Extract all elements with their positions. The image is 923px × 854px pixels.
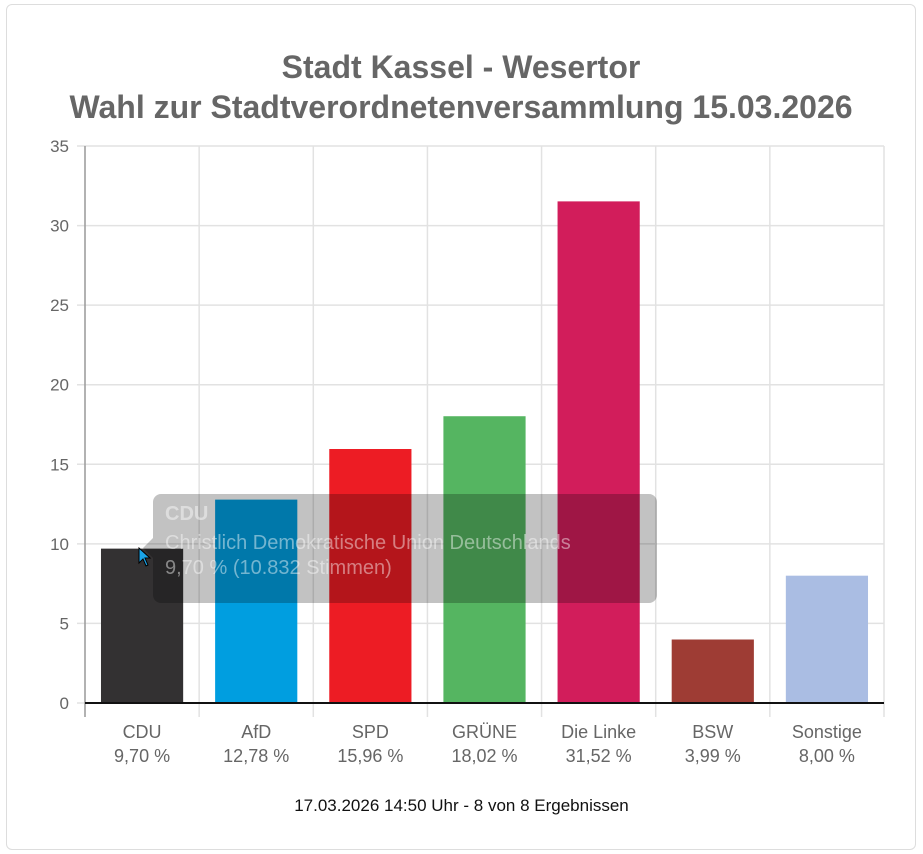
y-tick-label: 25 xyxy=(50,296,69,315)
bar-value-label: 8,00 % xyxy=(799,746,855,766)
bar-spd xyxy=(329,449,412,703)
y-tick-label: 30 xyxy=(50,217,69,236)
x-tick-label: Die Linke xyxy=(561,722,636,742)
y-tick-label: 10 xyxy=(50,535,69,554)
bar-value-label: 15,96 % xyxy=(337,746,403,766)
y-tick-label: 0 xyxy=(60,694,69,713)
tooltip-title: CDU xyxy=(165,503,209,525)
chart-container xyxy=(6,4,916,850)
bar-bsw xyxy=(671,639,754,703)
y-tick-label: 15 xyxy=(50,455,69,474)
results-status: 17.03.2026 14:50 Uhr - 8 von 8 Ergebniss… xyxy=(294,796,629,815)
chart-tooltip: CDU Christlich Demokratische Union Deuts… xyxy=(143,494,657,603)
x-tick-label: SPD xyxy=(352,722,389,742)
x-tick-label: CDU xyxy=(123,722,162,742)
tooltip-caret xyxy=(143,538,153,558)
bar-grüne xyxy=(443,416,526,703)
x-tick-label: BSW xyxy=(692,722,733,742)
chart-title-line: Stadt Kassel - Wesertor xyxy=(282,49,641,85)
bar-value-label: 12,78 % xyxy=(223,746,289,766)
x-tick-label: Sonstige xyxy=(792,722,862,742)
y-tick-label: 35 xyxy=(50,137,69,156)
bar-value-label: 31,52 % xyxy=(566,746,632,766)
tooltip-party-name: Christlich Demokratische Union Deutschla… xyxy=(165,532,571,554)
x-tick-label: GRÜNE xyxy=(452,722,517,742)
bar-value-label: 18,02 % xyxy=(451,746,517,766)
bar-value-label: 3,99 % xyxy=(685,746,741,766)
bar-die-linke xyxy=(557,201,640,703)
bar-sonstige xyxy=(785,575,869,703)
y-tick-label: 5 xyxy=(60,614,69,633)
chart-title-line: Wahl zur Stadtverordnetenversammlung 15.… xyxy=(69,89,852,125)
bar-value-label: 9,70 % xyxy=(114,746,170,766)
tooltip-value: 9,70 % (10.832 Stimmen) xyxy=(165,557,392,579)
bar-cdu xyxy=(100,548,184,703)
x-tick-label: AfD xyxy=(241,722,271,742)
mouse-cursor-icon xyxy=(138,547,152,567)
y-tick-label: 20 xyxy=(50,376,69,395)
bar-afd xyxy=(215,499,298,703)
